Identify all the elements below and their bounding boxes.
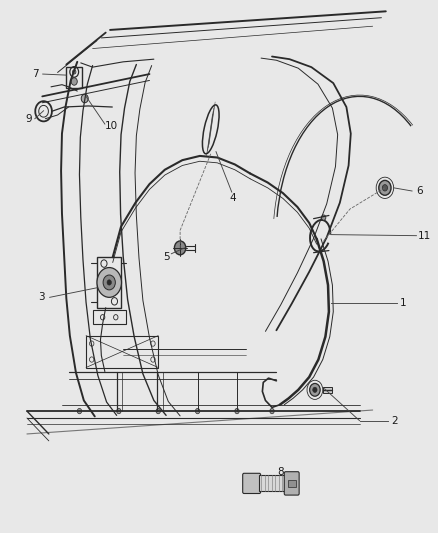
Circle shape bbox=[103, 275, 115, 290]
Text: 10: 10 bbox=[105, 121, 118, 131]
Text: 3: 3 bbox=[39, 292, 45, 302]
Circle shape bbox=[155, 408, 160, 414]
Circle shape bbox=[81, 94, 88, 103]
Circle shape bbox=[174, 241, 185, 255]
Circle shape bbox=[321, 215, 325, 220]
Text: 11: 11 bbox=[417, 231, 430, 241]
Text: 8: 8 bbox=[277, 467, 283, 477]
Circle shape bbox=[381, 184, 387, 191]
Bar bbox=[287, 480, 295, 487]
Bar bbox=[322, 386, 332, 393]
FancyBboxPatch shape bbox=[284, 472, 298, 495]
Text: 6: 6 bbox=[416, 186, 422, 196]
Circle shape bbox=[97, 268, 121, 297]
Circle shape bbox=[72, 70, 76, 74]
Bar bbox=[66, 67, 82, 88]
FancyBboxPatch shape bbox=[242, 473, 260, 494]
Circle shape bbox=[378, 180, 390, 195]
Circle shape bbox=[234, 408, 239, 414]
Bar bbox=[92, 310, 125, 324]
Text: 5: 5 bbox=[162, 252, 169, 262]
Circle shape bbox=[71, 78, 77, 85]
Bar bbox=[86, 336, 158, 368]
Text: 4: 4 bbox=[229, 193, 235, 204]
Circle shape bbox=[312, 387, 316, 392]
Text: 7: 7 bbox=[32, 69, 39, 79]
Circle shape bbox=[195, 408, 199, 414]
Text: 1: 1 bbox=[399, 297, 406, 308]
Circle shape bbox=[269, 408, 274, 414]
Text: 2: 2 bbox=[390, 416, 397, 426]
Bar bbox=[259, 475, 285, 491]
Bar bbox=[97, 257, 121, 308]
Circle shape bbox=[107, 280, 111, 285]
Circle shape bbox=[117, 408, 121, 414]
Circle shape bbox=[77, 408, 81, 414]
Text: 9: 9 bbox=[25, 114, 32, 124]
Circle shape bbox=[309, 383, 319, 396]
